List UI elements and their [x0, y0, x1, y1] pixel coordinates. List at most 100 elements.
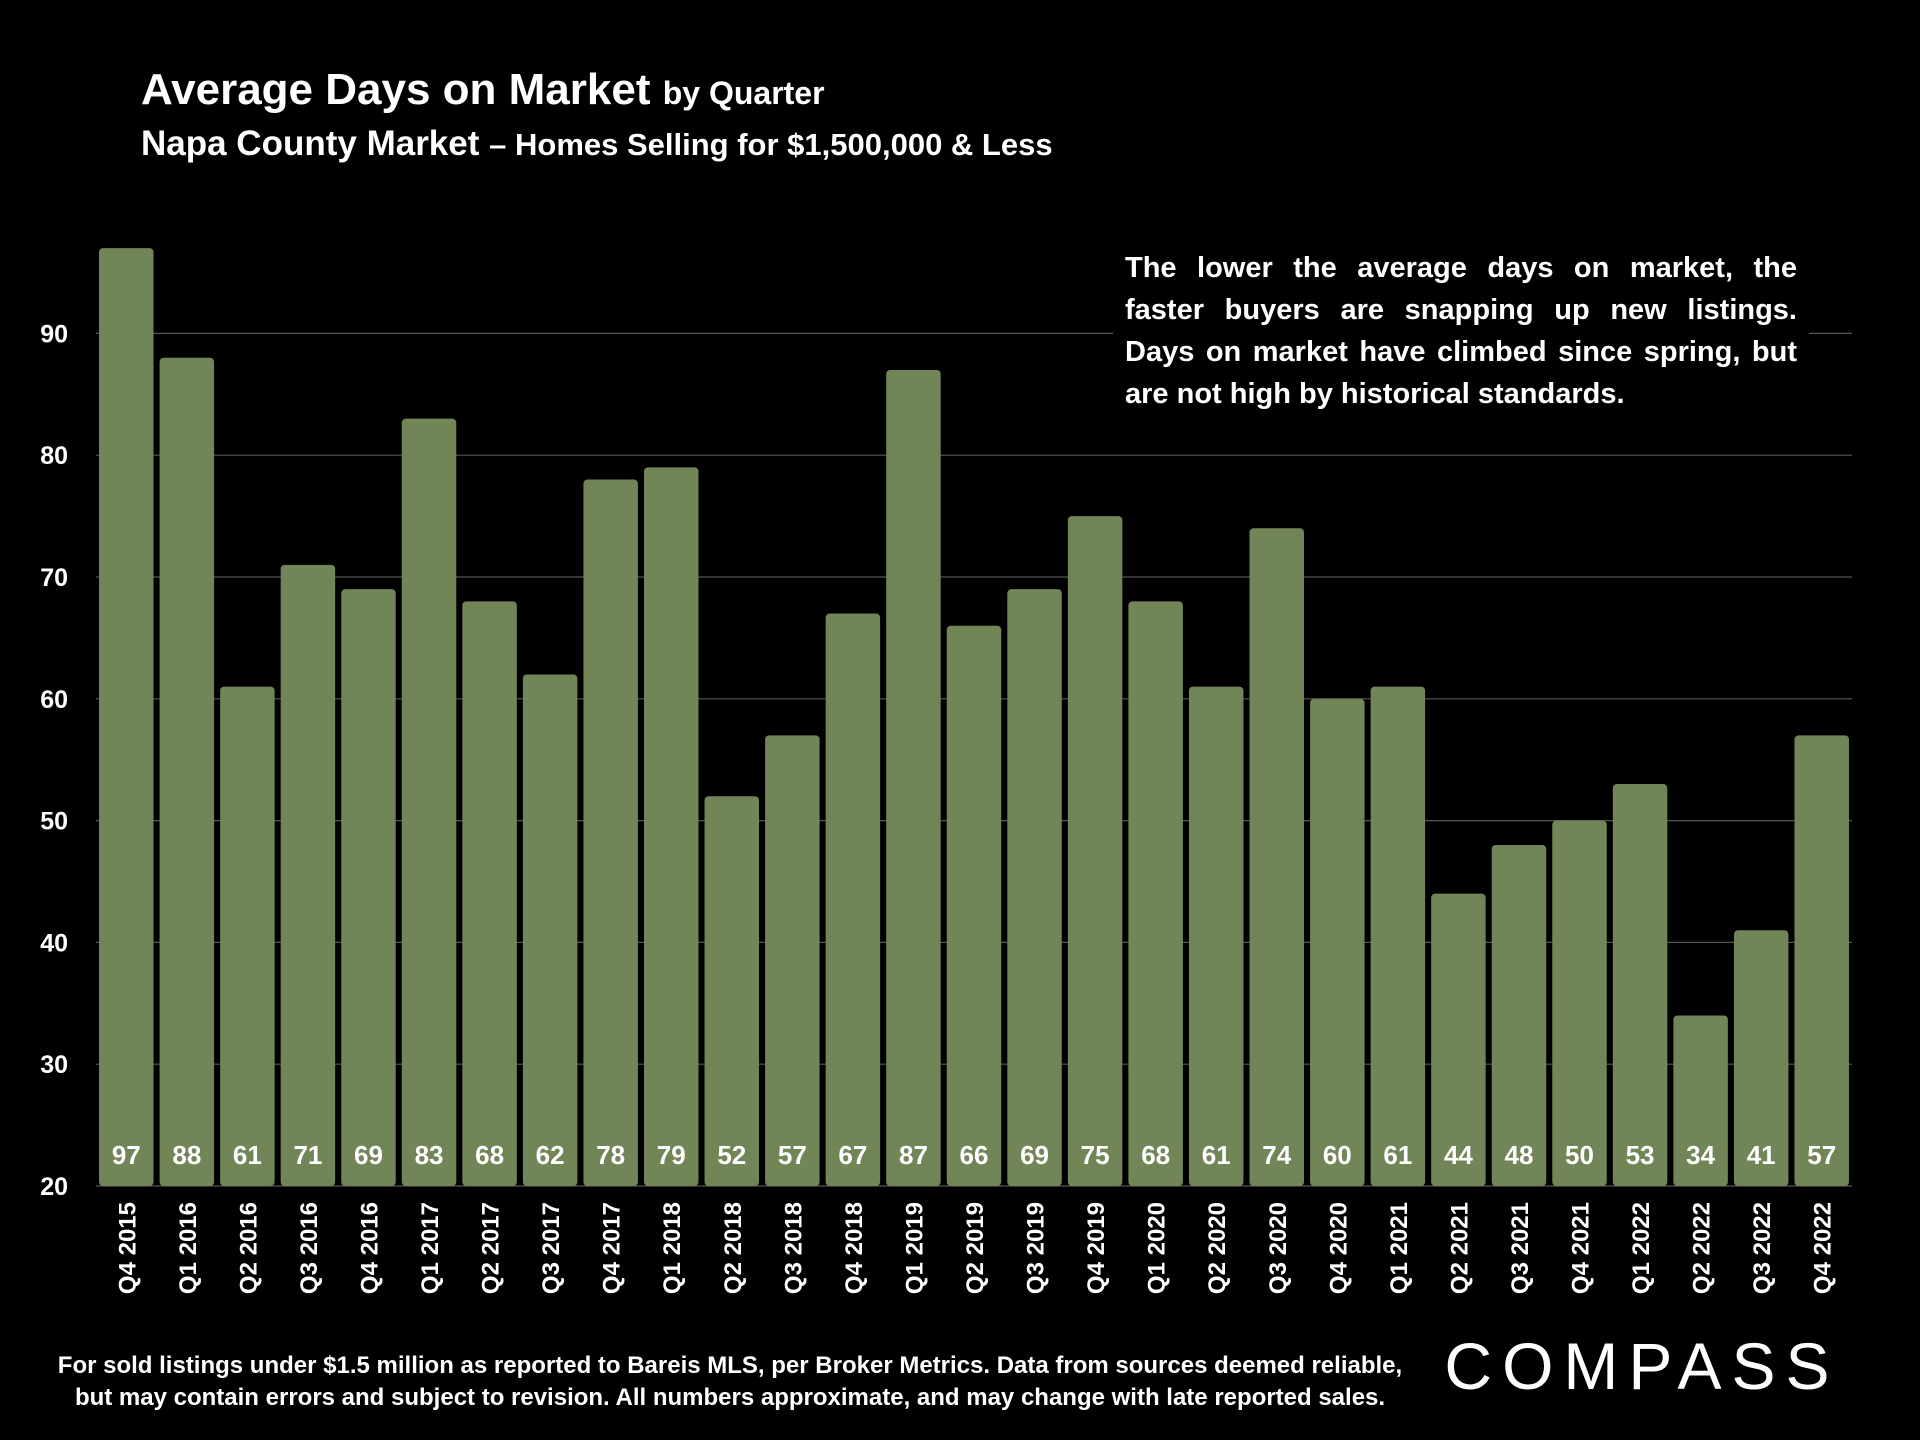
bar	[462, 601, 517, 1186]
bar-value-label: 66	[960, 1140, 989, 1170]
y-axis: 20 30 40 50 60 70 80 90	[40, 320, 68, 1201]
bar-value-label: 50	[1565, 1140, 1594, 1170]
chart-subtitle-rest: – Homes Selling for $1,500,000 & Less	[489, 127, 1053, 162]
bar	[946, 625, 1002, 1186]
x-tick-label: Q2 2020	[1204, 1202, 1231, 1294]
bar	[1673, 1015, 1728, 1186]
bar-value-label: 68	[475, 1140, 504, 1170]
x-tick-label: Q4 2015	[114, 1202, 141, 1294]
y-tick-label: 30	[40, 1051, 68, 1079]
x-tick-label: Q4 2020	[1325, 1202, 1352, 1294]
bar	[1310, 698, 1365, 1186]
bar-value-label: 79	[657, 1140, 686, 1170]
bar-value-label: 34	[1686, 1140, 1715, 1170]
data-labels: 97 88 61 71 69 83 68 62 78 79 52 57 67 87 66 69 75 68 61 74…	[112, 1140, 1836, 1170]
bar-value-label: 52	[717, 1140, 746, 1170]
bar	[1612, 784, 1668, 1186]
x-tick-label: Q3 2018	[780, 1202, 807, 1294]
bar	[583, 479, 638, 1186]
x-tick-label: Q4 2018	[841, 1202, 868, 1294]
chart-title-suffix: by Quarter	[662, 75, 825, 111]
x-tick-label: Q2 2017	[478, 1202, 505, 1294]
bar-value-label: 60	[1323, 1140, 1352, 1170]
bar-value-label: 68	[1141, 1140, 1170, 1170]
bar-value-label: 44	[1444, 1140, 1473, 1170]
x-tick-label: Q2 2018	[720, 1202, 747, 1294]
bar	[765, 735, 820, 1186]
x-tick-label: Q1 2022	[1628, 1202, 1655, 1294]
x-tick-label: Q4 2017	[599, 1202, 626, 1294]
bar-value-label: 74	[1262, 1140, 1291, 1170]
y-tick-label: 50	[40, 808, 68, 836]
bar	[1249, 528, 1305, 1186]
x-tick-label: Q2 2019	[962, 1202, 989, 1294]
bar	[522, 674, 578, 1186]
bar	[220, 686, 275, 1186]
x-tick-label: Q3 2019	[1023, 1202, 1050, 1294]
chart-title: Average Days on Market by Quarter	[141, 62, 1441, 121]
chart-title-block: Average Days on Market by Quarter Napa C…	[141, 62, 1441, 168]
y-tick-label: 20	[40, 1173, 68, 1201]
x-tick-label: Q2 2022	[1689, 1202, 1716, 1294]
x-tick-label: Q4 2019	[1083, 1202, 1110, 1294]
bar-value-label: 83	[415, 1140, 444, 1170]
bar-value-label: 62	[536, 1140, 565, 1170]
bars	[99, 248, 1849, 1186]
bar	[1431, 893, 1486, 1186]
bar	[401, 418, 457, 1186]
chart-title-main: Average Days on Market	[141, 65, 651, 114]
bar	[1370, 686, 1426, 1186]
bar-value-label: 75	[1081, 1140, 1110, 1170]
bar-value-label: 97	[112, 1140, 141, 1170]
x-tick-label: Q1 2019	[901, 1202, 928, 1294]
bar-value-label: 57	[1807, 1140, 1836, 1170]
y-tick-label: 70	[40, 564, 68, 592]
bar-value-label: 69	[1020, 1140, 1049, 1170]
bar	[1733, 930, 1789, 1186]
bar	[1007, 589, 1062, 1186]
bar-value-label: 57	[778, 1140, 807, 1170]
y-tick-label: 80	[40, 442, 68, 470]
bar-value-label: 53	[1626, 1140, 1655, 1170]
bar-value-label: 61	[1202, 1140, 1231, 1170]
x-tick-label: Q3 2022	[1749, 1202, 1776, 1294]
bar	[341, 589, 396, 1186]
x-tick-label: Q4 2016	[356, 1202, 383, 1294]
x-tick-label: Q1 2021	[1386, 1202, 1413, 1294]
x-tick-label: Q3 2016	[296, 1202, 323, 1294]
y-tick-label: 40	[40, 929, 68, 957]
bar	[1491, 844, 1547, 1186]
chart-subtitle: Napa County Market – Homes Selling for $…	[141, 121, 1441, 168]
footnote-line-1: For sold listings under $1.5 million as …	[57, 1352, 1403, 1379]
footnote-line-2: but may contain errors and subject to re…	[74, 1384, 1386, 1411]
bar-value-label: 48	[1505, 1140, 1534, 1170]
chart-subtitle-main: Napa County Market	[141, 124, 480, 163]
bar-value-label: 71	[293, 1140, 322, 1170]
compass-logo: COMPASS	[1444, 1329, 1839, 1403]
x-tick-label: Q1 2020	[1144, 1202, 1171, 1294]
x-tick-label: Q1 2018	[659, 1202, 686, 1294]
x-tick-label: Q4 2021	[1568, 1202, 1595, 1294]
footnote: For sold listings under $1.5 million as …	[40, 1350, 1420, 1414]
bar	[825, 613, 881, 1186]
bar	[704, 796, 760, 1186]
bar-value-label: 88	[172, 1140, 201, 1170]
annotation-text: The lower the average days on market, th…	[1113, 247, 1809, 415]
bar	[1128, 601, 1183, 1186]
x-tick-label: Q3 2021	[1507, 1202, 1534, 1294]
bar	[280, 564, 336, 1186]
bar	[886, 369, 941, 1186]
y-tick-label: 60	[40, 686, 68, 714]
bar-value-label: 41	[1747, 1140, 1776, 1170]
bar-value-label: 78	[596, 1140, 625, 1170]
bar	[1794, 735, 1849, 1186]
compass-logo-text: COMPASS	[1444, 1329, 1839, 1403]
x-tick-label: Q4 2022	[1810, 1202, 1837, 1294]
bar	[1188, 686, 1244, 1186]
bar	[99, 248, 154, 1186]
x-axis: Q4 2015 Q1 2016 Q2 2016 Q3 2016 Q4 2016 Q1 20…	[114, 1202, 1836, 1294]
x-tick-label: Q1 2017	[417, 1202, 444, 1294]
x-tick-label: Q2 2021	[1446, 1202, 1473, 1294]
bar-value-label: 69	[354, 1140, 383, 1170]
bar-value-label: 61	[233, 1140, 262, 1170]
